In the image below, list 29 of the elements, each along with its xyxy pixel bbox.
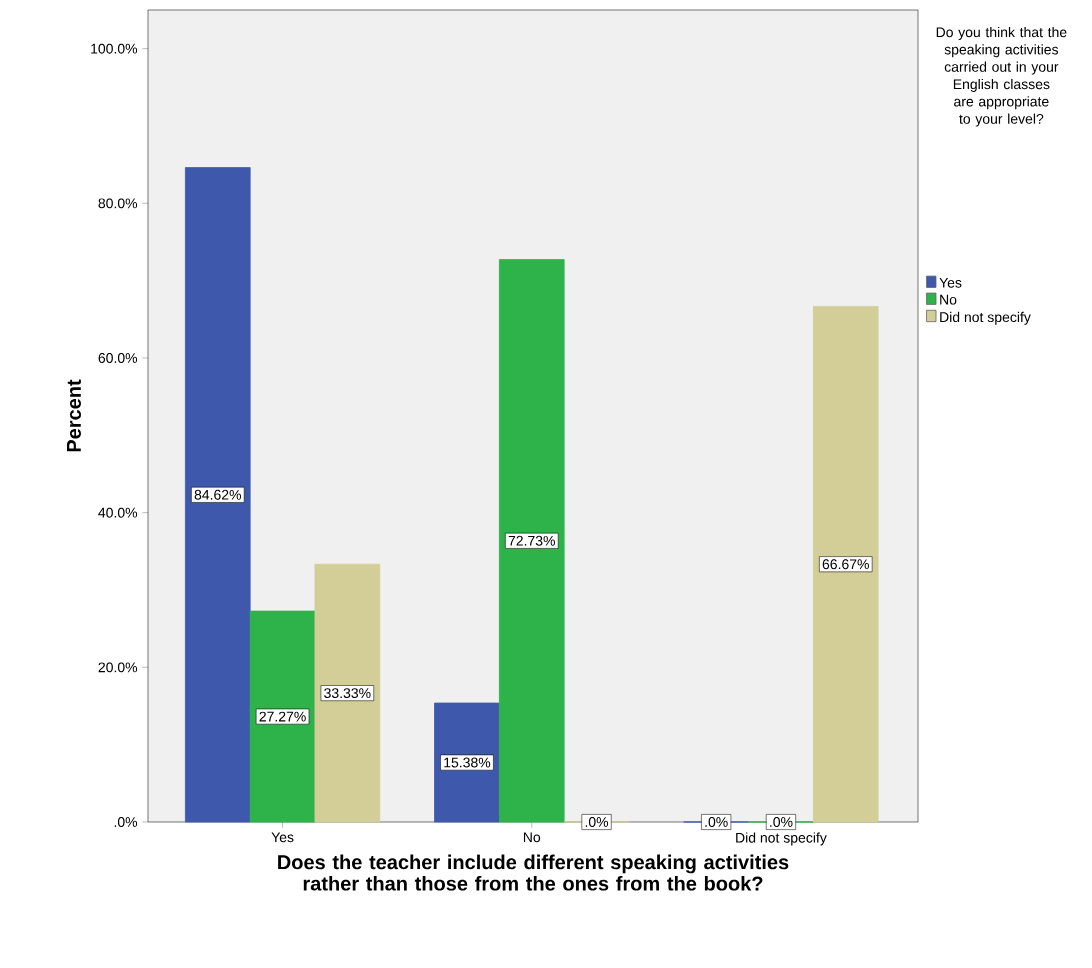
data-label: .0% [770,817,793,827]
y-tick-label: 80.0% [98,198,138,209]
data-label: 15.38% [444,757,491,768]
bar [184,167,251,823]
legend-label: No [940,294,957,305]
bar [314,563,381,823]
data-label: 72.73% [508,535,555,546]
data-label: .0% [705,817,728,827]
data-label: 33.33% [324,688,371,699]
x-tick-label: Yes [271,832,294,843]
x-tick-label: Did not specify [736,832,827,846]
y-tick-label: 20.0% [98,662,138,673]
data-label: 27.27% [259,711,306,722]
legend-label: Yes [939,277,962,288]
data-label: 84.62% [194,489,241,500]
data-label: .0% [585,817,609,827]
y-tick-label: 40.0% [98,507,138,518]
legend-title: Do you think that the speaking activities carried out in your English classes are appropriate to your level? [936,26,1067,127]
bar [249,610,316,823]
bar [498,259,565,823]
y-axis-title: Percent [67,379,81,452]
y-tick-label: 60.0% [98,353,138,363]
y-tick-label: .0% [114,817,138,827]
bar [812,306,879,823]
x-tick-label: No [523,832,541,843]
legend-label: Did not specify [940,311,1031,325]
y-tick-label: 100.0% [91,43,138,54]
data-label: 66.67% [822,559,869,570]
x-axis-title: Does the teacher include different speaking activities rather than those from the ones from the book? [278,854,789,891]
